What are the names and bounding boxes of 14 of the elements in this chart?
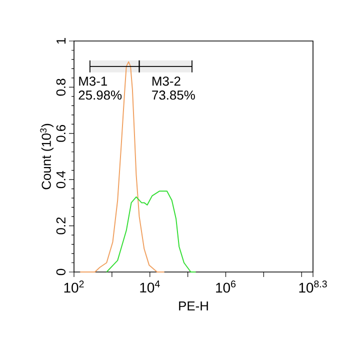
y-tick-label: 0 <box>56 268 66 276</box>
x-tick-label: 10$^{4}$ <box>140 280 160 293</box>
y-tick-label: 0.8 <box>56 78 66 96</box>
x-axis-title: PE-H <box>179 302 208 310</box>
x-tick-label: 10$^{2}$ <box>64 280 84 293</box>
band-label: M3-1 25.98% <box>78 76 122 100</box>
y-tick-label: 0.4 <box>56 170 66 188</box>
x-tick-label: 10$^{8.3}$ <box>299 280 327 293</box>
y-tick-label: 0.2 <box>56 217 66 234</box>
band-label: M3-2 73.85% <box>152 76 195 100</box>
y-tick-label: 0.6 <box>56 124 66 142</box>
x-tick-label: 10$^{6}$ <box>216 280 236 293</box>
y-tick-label: 1 <box>56 38 66 44</box>
y-axis-title: Count (10$^{3}$) <box>40 124 54 190</box>
